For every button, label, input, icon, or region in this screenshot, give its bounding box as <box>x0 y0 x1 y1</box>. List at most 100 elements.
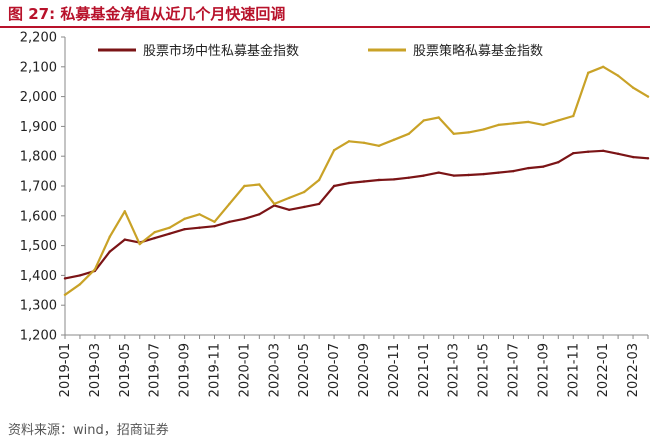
data-point <box>213 220 216 223</box>
data-point <box>347 181 351 185</box>
x-tick-label: 2022-01 <box>596 343 611 397</box>
x-tick-label: 2019-07 <box>148 343 163 397</box>
data-point <box>108 250 112 253</box>
data-point <box>362 141 366 144</box>
data-point <box>616 152 620 155</box>
data-point <box>482 128 485 131</box>
data-point <box>587 150 590 153</box>
data-point <box>631 155 635 159</box>
data-point <box>542 165 545 168</box>
data-point <box>153 236 156 240</box>
data-point <box>332 184 336 188</box>
data-point <box>303 190 306 194</box>
data-point <box>347 140 351 143</box>
data-point <box>497 123 500 127</box>
x-tick-label: 2020-03 <box>267 343 282 397</box>
data-point <box>138 242 141 246</box>
data-point <box>332 149 336 152</box>
data-point <box>467 131 470 134</box>
data-point <box>392 138 396 141</box>
data-point <box>123 238 127 241</box>
data-point <box>243 217 246 220</box>
x-tick-label: 2019-03 <box>88 343 103 397</box>
x-tick-label: 2020-07 <box>327 343 342 397</box>
data-point <box>512 169 515 173</box>
data-point <box>572 114 575 118</box>
data-point <box>467 173 470 177</box>
data-point <box>497 171 500 174</box>
y-tick-label: 1,800 <box>20 150 57 165</box>
x-tick-label: 2019-11 <box>207 343 222 397</box>
data-point <box>93 268 97 271</box>
data-point <box>362 180 366 183</box>
series-line-1 <box>63 149 650 280</box>
x-tick-label: 2021-01 <box>417 343 432 397</box>
series-layer <box>63 65 650 296</box>
y-tick-label: 1,400 <box>20 269 57 284</box>
x-tick-label: 2020-09 <box>357 343 372 397</box>
data-point <box>183 217 186 220</box>
data-point <box>168 232 171 235</box>
figure-title: 图 27: 私募基金净值从近几个月快速回调 <box>8 5 286 23</box>
title-rule <box>0 26 650 28</box>
data-point <box>646 95 650 98</box>
data-point <box>123 210 127 213</box>
x-tick-label: 2021-09 <box>536 343 551 397</box>
chart-legend: 股票市场中性私募基金指数 股票策略私募基金指数 <box>98 43 543 59</box>
source-note: 资料来源：wind，招商证券 <box>8 423 169 438</box>
data-point <box>602 149 605 152</box>
data-point <box>317 178 321 182</box>
data-point <box>153 231 156 234</box>
x-tick-label: 2021-03 <box>447 343 462 397</box>
x-tick-label: 2019-05 <box>118 343 133 397</box>
data-point <box>228 202 231 206</box>
y-tick-label: 1,600 <box>20 209 57 224</box>
data-point <box>602 65 605 69</box>
x-tick-label: 2021-11 <box>566 343 581 397</box>
data-point <box>557 119 560 122</box>
y-tick-label: 1,900 <box>20 120 57 135</box>
data-point <box>407 176 410 179</box>
data-point <box>437 116 440 119</box>
y-tick-label: 1,700 <box>20 180 57 195</box>
y-tick-label: 1,200 <box>20 329 57 344</box>
data-point <box>422 119 425 122</box>
data-point <box>78 274 82 277</box>
data-point <box>392 178 396 181</box>
data-point <box>63 277 67 280</box>
data-point <box>228 220 231 223</box>
data-point <box>258 213 261 216</box>
data-point <box>243 184 246 188</box>
x-tick-label: 2022-03 <box>626 343 641 397</box>
y-tick-label: 2,100 <box>20 60 57 75</box>
data-point <box>78 283 82 286</box>
y-tick-label: 1,500 <box>20 239 57 254</box>
data-point <box>616 74 620 77</box>
data-point <box>572 152 575 155</box>
x-tick-label: 2020-01 <box>237 343 252 397</box>
data-point <box>198 226 201 229</box>
data-point <box>422 174 425 177</box>
data-point <box>452 132 455 135</box>
data-point <box>288 208 291 211</box>
legend-label-2: 股票策略私募基金指数 <box>413 43 543 59</box>
data-point <box>377 144 381 147</box>
data-point <box>557 161 560 164</box>
data-point <box>542 123 545 127</box>
data-point <box>437 171 440 174</box>
data-point <box>213 225 216 228</box>
data-point <box>527 166 530 170</box>
x-tick-label: 2019-01 <box>58 343 73 397</box>
data-point <box>512 122 515 125</box>
data-point <box>646 157 650 160</box>
data-point <box>317 202 321 206</box>
y-tick-label: 1,300 <box>20 299 57 314</box>
data-point <box>303 205 306 209</box>
data-point <box>482 172 485 176</box>
data-point <box>258 183 261 186</box>
x-tick-label: 2021-05 <box>477 343 492 397</box>
data-point <box>63 293 67 296</box>
y-tick-label: 2,000 <box>20 90 57 105</box>
data-point <box>631 86 635 89</box>
